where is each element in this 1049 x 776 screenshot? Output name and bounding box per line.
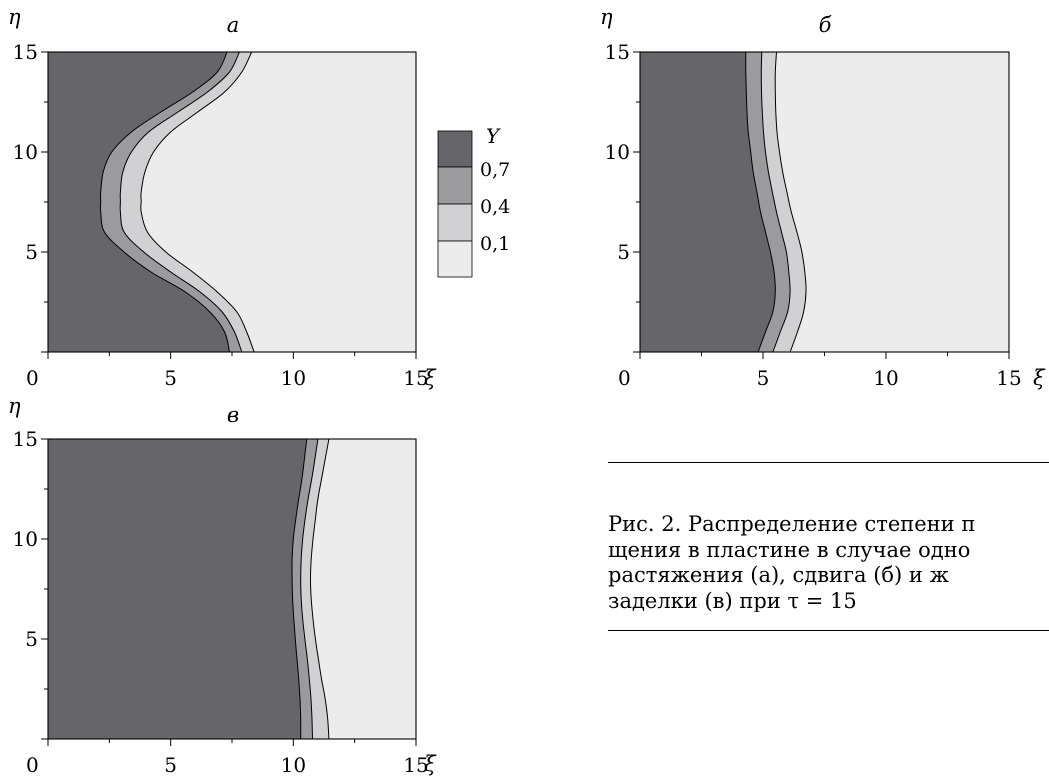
y-tick-label: 15: [13, 427, 38, 451]
x-tick-label: 0: [26, 753, 39, 776]
contour-line-0-1: [140, 51, 255, 353]
y-tick-label: 5: [617, 240, 630, 264]
contour-line-0-7: [99, 51, 230, 353]
x-tick-label: 10: [281, 366, 306, 390]
x-tick-label: 0: [618, 366, 631, 390]
legend-level-0-4: 0,4: [480, 196, 510, 218]
contour-line-0-1: [309, 438, 330, 740]
caption-line-4: заделки (в) при τ = 15: [608, 588, 857, 613]
figure-caption: Рис. 2. Распределение степени п щения в …: [608, 512, 1049, 612]
caption-line-3: растяжения (а), сдвига (б) и ж: [608, 563, 949, 587]
legend-level-0-7: 0,7: [480, 159, 510, 181]
contour-plot-c: 0 5 10 15 5 10 15: [13, 427, 429, 776]
caption-line-1: Рис. 2. Распределение степени п: [608, 512, 976, 536]
panel-b: 0 5 10 15 5 10 15 б η ξ: [600, 5, 1046, 390]
contour-line-0-4: [119, 51, 243, 353]
panel-b-x-axis-label: ξ: [1033, 366, 1046, 390]
legend-title: Y: [486, 124, 501, 148]
band-region-0-7: [48, 439, 307, 739]
panel-b-title: б: [819, 13, 832, 37]
legend-swatch-above-0-7: [437, 130, 473, 168]
legend: Y 0,7 0,4 0,1: [437, 124, 510, 278]
panel-b-y-axis-label: η: [600, 5, 613, 29]
y-tick-label: 5: [25, 240, 38, 264]
contour-line-0-7: [745, 51, 776, 353]
contour-line-0-1: [774, 51, 807, 353]
panel-c: 0 5 10 15 5 10 15 в η ξ: [8, 394, 437, 776]
caption-rule-bottom: [608, 630, 1049, 631]
panel-a-y-axis-label: η: [8, 5, 21, 29]
contour-line-0-7: [291, 438, 308, 740]
x-tick-label: 5: [757, 366, 770, 390]
x-tick-label: 15: [996, 366, 1021, 390]
y-tick-label: 10: [13, 140, 38, 164]
y-tick-label: 10: [13, 527, 38, 551]
caption-rule-top: [608, 462, 1049, 463]
band-region-0-7: [48, 52, 230, 352]
x-tick-label: 10: [281, 753, 306, 776]
y-tick-label: 15: [605, 40, 630, 64]
panel-a: 0 5 10 15 5 10 15 а η ξ: [8, 5, 437, 390]
legend-swatch-below-0-1: [437, 240, 473, 278]
x-tick-label: 15: [403, 366, 428, 390]
x-tick-label: 5: [164, 366, 177, 390]
y-tick-label: 15: [13, 40, 38, 64]
panel-c-title: в: [227, 403, 239, 427]
x-tick-label: 10: [873, 366, 898, 390]
y-tick-label: 10: [605, 140, 630, 164]
x-tick-label: 5: [164, 753, 177, 776]
x-tick-label: 15: [403, 753, 428, 776]
caption-line-2: щения в пластине в случае одно: [608, 537, 971, 562]
contour-line-0-4: [300, 438, 319, 740]
contour-line-0-4: [760, 51, 791, 353]
y-tick-label: 5: [25, 627, 38, 651]
panel-c-y-axis-label: η: [8, 394, 21, 418]
legend-swatch-0-1-to-0-4: [437, 203, 473, 242]
contour-plot-b: 0 5 10 15 5 10 15: [605, 40, 1022, 390]
panel-c-x-axis-label: ξ: [424, 752, 437, 776]
band-region-0-7: [640, 52, 776, 352]
panel-a-x-axis-label: ξ: [424, 366, 437, 390]
x-tick-label: 0: [26, 366, 39, 390]
contour-plot-a: 0 5 10 15 5 10 15: [13, 40, 429, 390]
legend-level-0-1: 0,1: [480, 233, 510, 255]
panel-a-title: а: [227, 13, 240, 37]
legend-swatch-0-4-to-0-7: [437, 166, 473, 205]
